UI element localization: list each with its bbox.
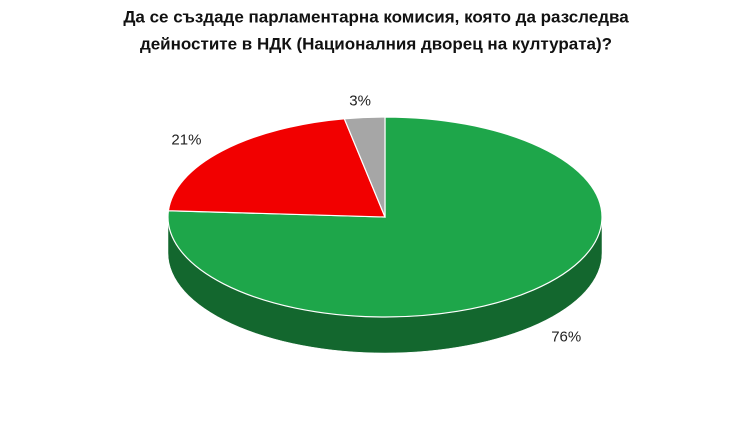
pie-slice	[167, 118, 386, 218]
data-label: 21%	[171, 131, 201, 148]
chart-title: дейностите в НДК (Националния дворец на …	[140, 34, 612, 53]
data-label: 3%	[349, 92, 371, 109]
chart-title: Да се създаде парламентарна комисия, коя…	[123, 7, 629, 26]
pie-slice	[343, 116, 386, 218]
data-label: 76%	[551, 329, 581, 346]
